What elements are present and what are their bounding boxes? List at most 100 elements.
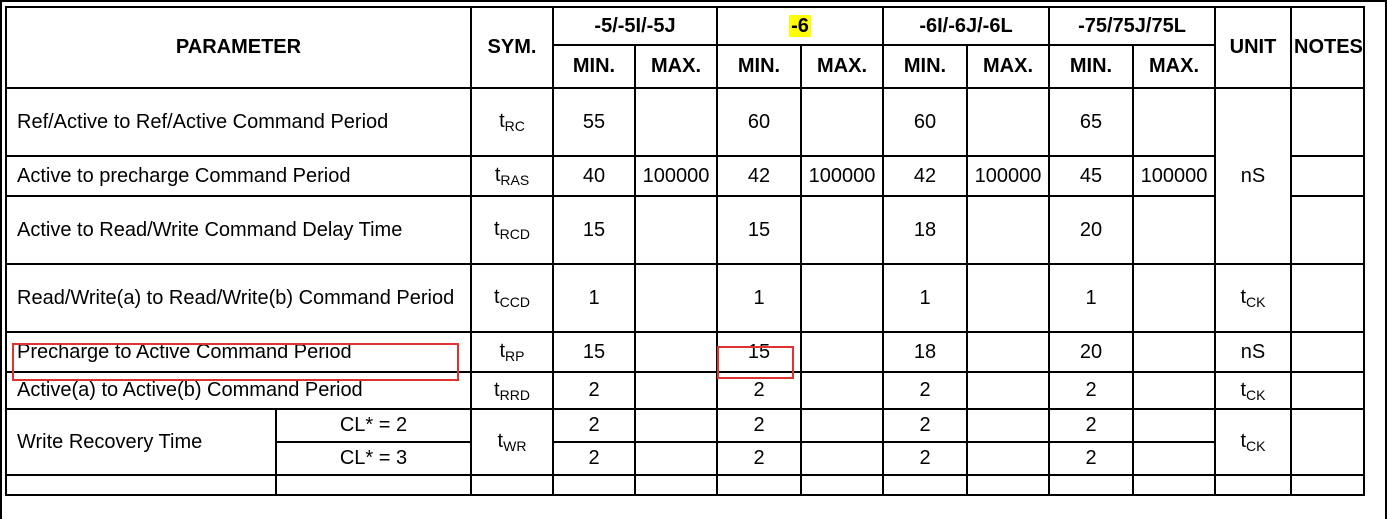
unit-cell: tCK	[1214, 408, 1292, 476]
header-group-6i: -6I/-6J/-6L	[882, 6, 1050, 46]
value-cell	[800, 331, 884, 373]
header-min: MIN.	[882, 44, 968, 89]
header-unit: UNIT	[1214, 6, 1292, 89]
value-cell	[800, 408, 884, 443]
value-cell	[1132, 195, 1216, 265]
notes-cell	[1290, 331, 1365, 373]
header-min: MIN.	[1048, 44, 1134, 89]
unit-cell: tCK	[1214, 371, 1292, 410]
notes-cell	[1290, 408, 1365, 476]
value-cell: 2	[882, 371, 968, 410]
value-cell: 15	[716, 195, 802, 265]
highlighted-group-label: -6	[789, 14, 811, 37]
value-cell	[1132, 331, 1216, 373]
header-max: MAX.	[966, 44, 1050, 89]
value-cell: 1	[552, 263, 636, 333]
header-max: MAX.	[800, 44, 884, 89]
header-group-6: -6	[716, 6, 884, 46]
param-cell: Read/Write(a) to Read/Write(b) Command P…	[5, 263, 472, 333]
value-cell: 18	[882, 331, 968, 373]
sym-cell: tWR	[470, 408, 554, 476]
value-cell	[634, 441, 718, 476]
table-row-partial	[5, 474, 1365, 496]
timing-parameters-table: PARAMETER SYM. -5/-5I/-5J -6 -6I/-6J/-6L…	[5, 6, 1365, 496]
sym-cell: tCCD	[470, 263, 554, 333]
value-cell	[634, 331, 718, 373]
notes-cell	[1290, 87, 1365, 157]
header-min: MIN.	[552, 44, 636, 89]
header-row-groups: PARAMETER SYM. -5/-5I/-5J -6 -6I/-6J/-6L…	[5, 6, 1365, 89]
param-cell: Active to Read/Write Command Delay Time	[5, 195, 472, 265]
value-cell: 65	[1048, 87, 1134, 157]
table-row: Write Recovery Time CL* = 2 tWR 2 2 2 2 …	[5, 408, 1365, 476]
value-cell: 20	[1048, 195, 1134, 265]
value-cell: 1	[1048, 263, 1134, 333]
value-cell: 60	[716, 87, 802, 157]
value-cell: 42	[882, 155, 968, 197]
value-cell	[966, 408, 1050, 443]
value-cell	[800, 371, 884, 410]
param-cell: Active to precharge Command Period	[5, 155, 472, 197]
value-cell: 42	[716, 155, 802, 197]
table-row: Active to Read/Write Command Delay Time …	[5, 195, 1365, 265]
value-cell: 100000	[800, 155, 884, 197]
value-cell: 2	[716, 408, 802, 443]
value-cell: 2	[882, 408, 968, 443]
unit-cell: nS	[1214, 87, 1292, 265]
sym-cell: tRC	[470, 87, 554, 157]
unit-cell: nS	[1214, 331, 1292, 373]
sym-cell: tRAS	[470, 155, 554, 197]
header-group-5: -5/-5I/-5J	[552, 6, 718, 46]
header-group-75: -75/75J/75L	[1048, 6, 1216, 46]
value-cell	[1132, 87, 1216, 157]
condition-cell: CL* = 2	[275, 408, 472, 443]
value-cell	[634, 371, 718, 410]
unit-cell: tCK	[1214, 263, 1292, 333]
value-cell: 2	[552, 441, 636, 476]
notes-cell	[1290, 155, 1365, 197]
param-cell: Active(a) to Active(b) Command Period	[5, 371, 472, 410]
param-cell: Precharge to Active Command Period	[5, 331, 472, 373]
value-cell: 15	[552, 331, 636, 373]
table-row: Ref/Active to Ref/Active Command Period …	[5, 87, 1365, 265]
sym-cell: tRP	[470, 331, 554, 373]
header-parameter: PARAMETER	[5, 6, 472, 89]
value-cell	[1132, 371, 1216, 410]
value-cell: 2	[552, 408, 636, 443]
param-cell: Write Recovery Time	[5, 408, 277, 476]
table-row: CL* = 3 2 2 2 2	[6, 441, 1364, 476]
value-cell: 55	[552, 87, 636, 157]
value-cell: 2	[1048, 371, 1134, 410]
value-cell	[634, 195, 718, 265]
value-cell	[966, 87, 1050, 157]
notes-cell	[1290, 371, 1365, 410]
notes-cell	[1290, 195, 1365, 265]
value-cell	[634, 263, 718, 333]
value-cell: 100000	[634, 155, 718, 197]
header-max: MAX.	[1132, 44, 1216, 89]
table-row: Precharge to Active Command Period tRP 1…	[5, 331, 1365, 373]
sym-cell: tRRD	[470, 371, 554, 410]
value-cell: 2	[882, 441, 968, 476]
value-cell	[800, 441, 884, 476]
header-max: MAX.	[634, 44, 718, 89]
header-min: MIN.	[716, 44, 802, 89]
value-cell: 2	[552, 371, 636, 410]
annotation-box-parameter	[12, 343, 459, 381]
header-row-minmax: MIN. MAX. MIN. MAX. MIN. MAX. MIN. MAX.	[6, 44, 1364, 89]
value-cell: 1	[716, 263, 802, 333]
value-cell: 15	[552, 195, 636, 265]
notes-cell	[1290, 263, 1365, 333]
value-cell: 100000	[1132, 155, 1216, 197]
value-cell: 40	[552, 155, 636, 197]
value-cell: 60	[882, 87, 968, 157]
value-cell	[966, 331, 1050, 373]
value-cell	[800, 263, 884, 333]
value-cell: 2	[1048, 408, 1134, 443]
value-cell	[1132, 408, 1216, 443]
value-cell: 20	[1048, 331, 1134, 373]
value-cell	[800, 195, 884, 265]
annotation-box-value	[717, 346, 794, 379]
table-row: Read/Write(a) to Read/Write(b) Command P…	[5, 263, 1365, 333]
